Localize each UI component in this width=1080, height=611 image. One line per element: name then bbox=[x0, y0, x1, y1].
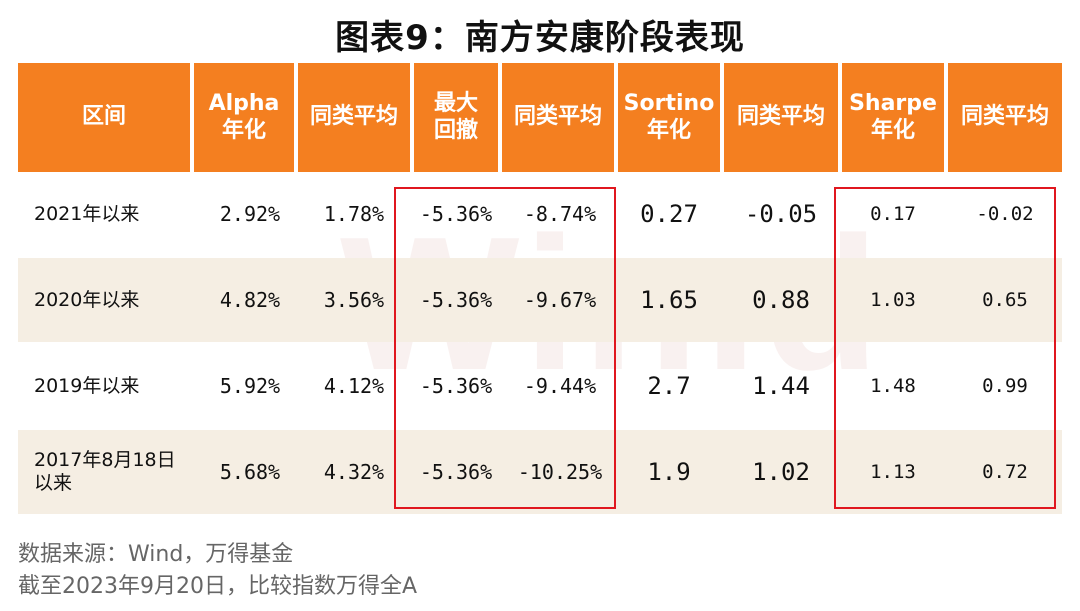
sortino-cell: 0.27 bbox=[640, 200, 698, 228]
period-cell: 2021年以来 bbox=[34, 202, 140, 225]
sortino-avg-cell: -0.05 bbox=[744, 200, 818, 228]
chart-title: 图表9：南方安康阶段表现 bbox=[335, 18, 745, 58]
table-row: 2019年以来 5.92% 4.12% -5.36% -9.44% 2.7 1.… bbox=[18, 344, 1062, 428]
sharpe-cell: 1.13 bbox=[870, 461, 916, 483]
sortino-cell: 1.65 bbox=[640, 286, 698, 314]
asof-note: 截至2023年9月20日，比较指数万得全A bbox=[18, 574, 418, 599]
mdd-avg-cell: -8.74% bbox=[523, 202, 597, 226]
alpha-cell: 2.92% bbox=[219, 202, 281, 226]
sharpe-cell: 1.03 bbox=[870, 289, 916, 311]
sharpe-avg-cell: 0.65 bbox=[982, 289, 1028, 311]
sharpe-cell: 1.48 bbox=[870, 375, 916, 397]
sharpe-cell: 0.17 bbox=[870, 203, 916, 225]
mdd-cell: -5.36% bbox=[419, 374, 493, 398]
period-cell: 2020年以来 bbox=[34, 288, 140, 311]
alpha-cell: 4.82% bbox=[219, 288, 281, 312]
alpha-avg-cell: 4.32% bbox=[323, 460, 385, 484]
header-sharpe-avg: 同类平均 bbox=[948, 63, 1062, 172]
table-row: 2017年8月18日 以来 5.68% 4.32% -5.36% -10.25% … bbox=[18, 430, 1062, 514]
alpha-cell: 5.68% bbox=[219, 460, 281, 484]
sharpe-avg-cell: 0.99 bbox=[982, 375, 1028, 397]
alpha-avg-cell: 3.56% bbox=[323, 288, 385, 312]
header-period: 区间 bbox=[18, 63, 190, 172]
period-cell: 2017年8月18日 以来 bbox=[34, 449, 176, 494]
table-row: 2020年以来 4.82% 3.56% -5.36% -9.67% 1.65 0… bbox=[18, 258, 1062, 342]
header-sortino-avg: 同类平均 bbox=[724, 63, 838, 172]
sortino-cell: 2.7 bbox=[647, 372, 691, 400]
header-sharpe: Sharpe 年化 bbox=[842, 63, 944, 172]
sortino-avg-cell: 1.44 bbox=[752, 372, 810, 400]
period-cell: 2019年以来 bbox=[34, 374, 140, 397]
header-alpha-avg: 同类平均 bbox=[298, 63, 410, 172]
table-row: 2021年以来 2.92% 1.78% -5.36% -8.74% 0.27 -… bbox=[18, 172, 1062, 256]
mdd-cell: -5.36% bbox=[419, 288, 493, 312]
alpha-avg-cell: 4.12% bbox=[323, 374, 385, 398]
header-sortino: Sortino 年化 bbox=[618, 63, 720, 172]
mdd-cell: -5.36% bbox=[419, 460, 493, 484]
sortino-avg-cell: 1.02 bbox=[752, 458, 810, 486]
sharpe-avg-cell: -0.02 bbox=[976, 203, 1034, 225]
sortino-avg-cell: 0.88 bbox=[752, 286, 810, 314]
alpha-avg-cell: 1.78% bbox=[323, 202, 385, 226]
source-note: 数据来源：Wind，万得基金 bbox=[18, 542, 294, 567]
sharpe-avg-cell: 0.72 bbox=[982, 461, 1028, 483]
header-max-drawdown: 最大 回撤 bbox=[414, 63, 498, 172]
header-mdd-avg: 同类平均 bbox=[502, 63, 614, 172]
mdd-avg-cell: -10.25% bbox=[517, 460, 603, 484]
mdd-avg-cell: -9.67% bbox=[523, 288, 597, 312]
mdd-cell: -5.36% bbox=[419, 202, 493, 226]
header-alpha: Alpha 年化 bbox=[194, 63, 294, 172]
alpha-cell: 5.92% bbox=[219, 374, 281, 398]
mdd-avg-cell: -9.44% bbox=[523, 374, 597, 398]
sortino-cell: 1.9 bbox=[647, 458, 691, 486]
